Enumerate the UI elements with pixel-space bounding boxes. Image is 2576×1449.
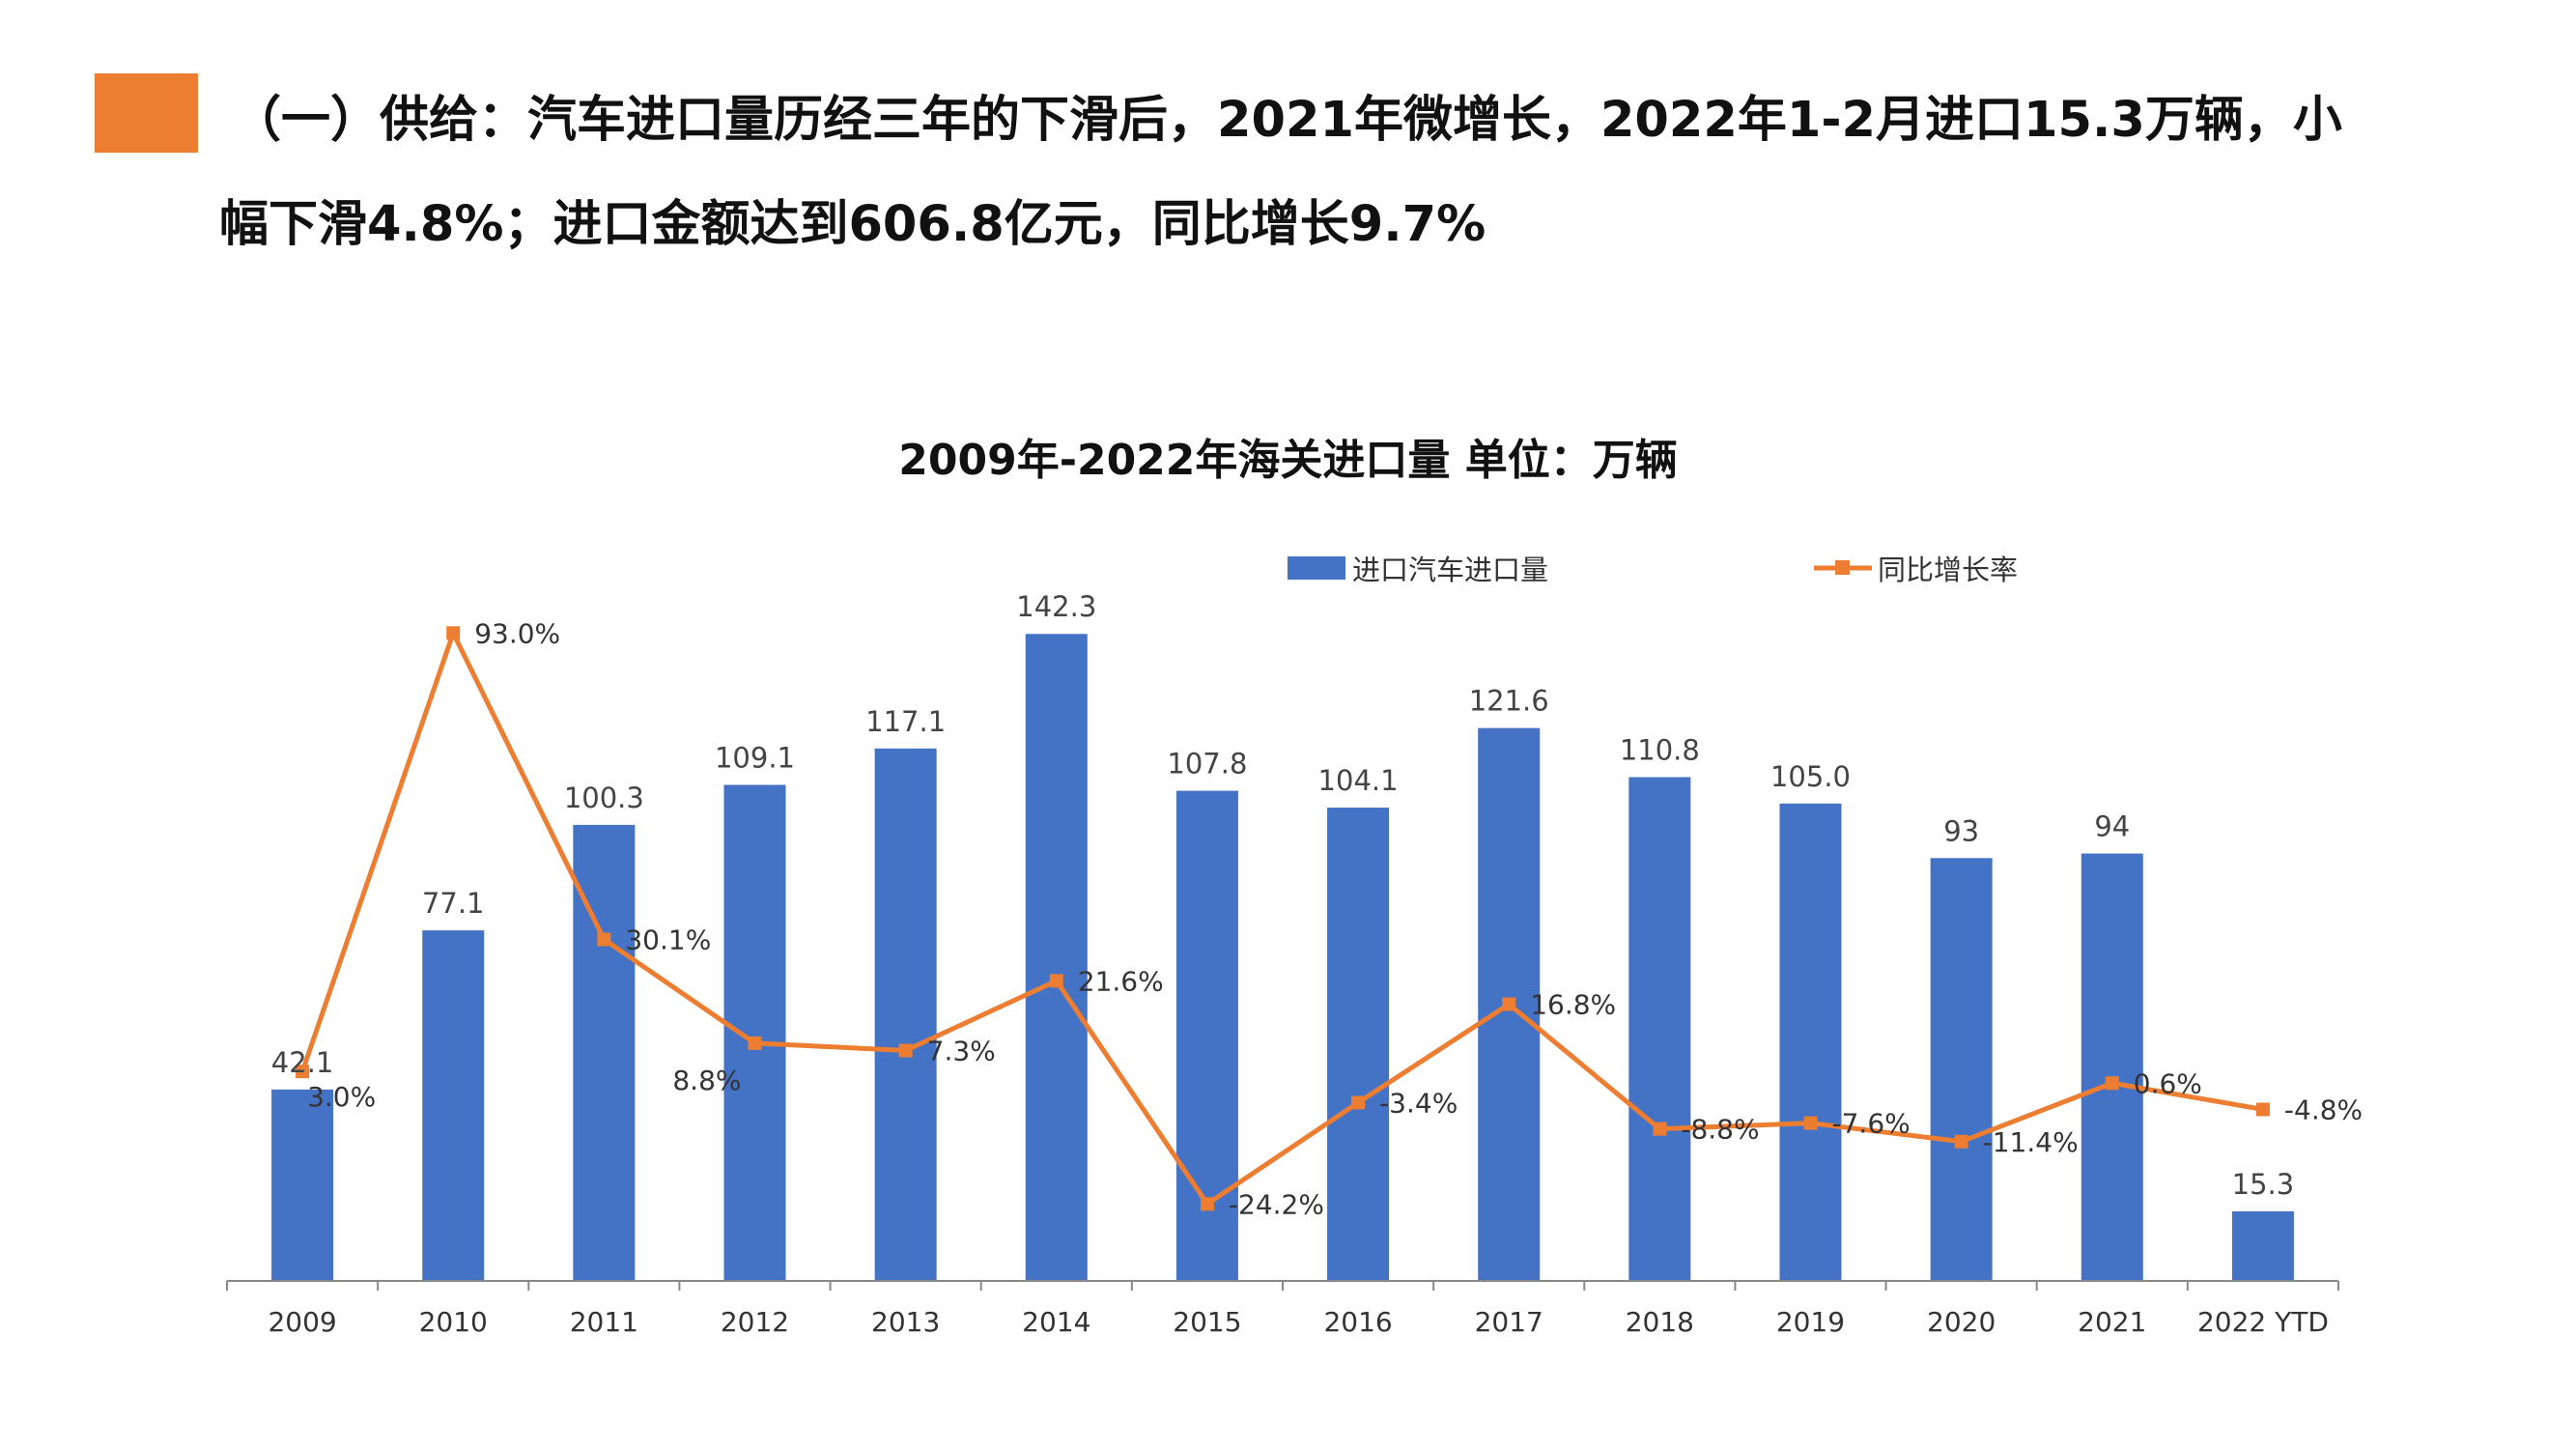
x-tick-label: 2009 xyxy=(268,1306,336,1338)
x-tick-label: 2014 xyxy=(1022,1306,1090,1338)
legend: 进口汽车进口量 同比增长率 xyxy=(1288,554,2018,586)
x-tick-label: 2015 xyxy=(1173,1306,1241,1338)
growth-marker-2013 xyxy=(898,1043,913,1058)
bar-value-label: 15.3 xyxy=(2232,1168,2295,1201)
growth-value-label: -8.8% xyxy=(1681,1114,1759,1146)
growth-marker-2010 xyxy=(446,626,461,640)
growth-value-label: -24.2% xyxy=(1229,1188,1324,1220)
bar-2013 xyxy=(874,748,937,1281)
x-tick-label: 2018 xyxy=(1626,1306,1694,1338)
growth-marker-2015 xyxy=(1200,1197,1214,1211)
growth-value-label: -11.4% xyxy=(1983,1126,2079,1158)
heading-line-1: （一）供给：汽车进口量历经三年的下滑后，2021年微增长，2022年1-2月进口… xyxy=(232,92,2342,149)
growth-value-label: 21.6% xyxy=(1078,965,1164,997)
x-axis: 2009 2010 2011 2012 2013 2014 2015 2016 2017 2018… xyxy=(226,1280,2339,1338)
x-tick-label: 2012 xyxy=(721,1306,789,1338)
growth-value-label: 93.0% xyxy=(474,617,560,649)
bar-value-label: 109.1 xyxy=(715,742,795,775)
growth-marker-2020 xyxy=(1954,1134,1968,1149)
legend-label-line: 同比增长率 xyxy=(1878,554,2018,586)
bar-value-label: 93 xyxy=(1943,814,1979,847)
bar-series xyxy=(271,634,2294,1281)
x-tick-label: 2013 xyxy=(871,1306,940,1338)
growth-line-series xyxy=(296,626,2270,1211)
growth-line xyxy=(299,630,2264,1207)
bar-2009 xyxy=(271,1089,334,1281)
bar-value-label: 105.0 xyxy=(1770,760,1851,793)
growth-value-label: 7.3% xyxy=(927,1035,996,1066)
legend-label-bar: 进口汽车进口量 xyxy=(1352,554,1548,586)
growth-marker-2014 xyxy=(1049,974,1063,988)
heading-accent-block xyxy=(95,73,198,153)
growth-value-label: -3.4% xyxy=(1379,1087,1458,1119)
bar-2019 xyxy=(1779,803,1842,1281)
growth-value-label: 3.0% xyxy=(307,1081,376,1113)
growth-marker-2021 xyxy=(2105,1076,2119,1091)
bar-2020 xyxy=(1930,858,1993,1281)
bar-value-label: 104.1 xyxy=(1318,764,1399,797)
bar-2012 xyxy=(723,784,786,1281)
bar-value-label: 94 xyxy=(2094,810,2130,843)
bar-value-label: 100.3 xyxy=(564,781,644,814)
data-labels: 42.1 77.1 100.3 109.1 117.1 142.3 107.8 104.1 12… xyxy=(271,590,2363,1220)
bar-value-label: 121.6 xyxy=(1469,685,1549,718)
legend-swatch-bar xyxy=(1288,556,1345,580)
growth-value-label: 0.6% xyxy=(2134,1067,2202,1099)
x-tick-label: 2010 xyxy=(419,1306,488,1338)
growth-marker-2022 YTD xyxy=(2255,1102,2270,1117)
bar-2010 xyxy=(422,930,485,1281)
growth-value-label: 16.8% xyxy=(1530,989,1616,1021)
growth-marker-2018 xyxy=(1653,1122,1667,1136)
bar-value-label: 110.8 xyxy=(1620,734,1700,767)
x-tick-label: 2017 xyxy=(1475,1306,1543,1338)
x-tick-label: 2016 xyxy=(1323,1306,1392,1338)
growth-marker-2012 xyxy=(748,1036,762,1050)
bar-2022 YTD xyxy=(2231,1210,2294,1281)
bar-value-label: 42.1 xyxy=(271,1046,334,1079)
growth-value-label: -7.6% xyxy=(1832,1108,1911,1140)
bar-2018 xyxy=(1628,777,1691,1281)
growth-marker-2017 xyxy=(1502,997,1516,1011)
x-tick-label: 2011 xyxy=(570,1306,638,1338)
heading-line-2: 幅下滑4.8%；进口金额达到606.8亿元，同比增长9.7% xyxy=(219,196,1486,253)
chart-title: 2009年-2022年海关进口量 单位：万辆 xyxy=(898,436,1678,485)
growth-value-label: 30.1% xyxy=(625,923,711,955)
growth-marker-2016 xyxy=(1351,1095,1366,1110)
bar-value-label: 77.1 xyxy=(422,887,485,920)
x-tick-label: 2022 YTD xyxy=(2197,1306,2329,1338)
x-tick-label: 2020 xyxy=(1927,1306,1996,1338)
growth-marker-2011 xyxy=(597,932,611,947)
bar-2016 xyxy=(1327,808,1390,1281)
bar-value-label: 107.8 xyxy=(1167,748,1247,781)
x-tick-label: 2021 xyxy=(2078,1306,2146,1338)
growth-marker-2009 xyxy=(296,1065,310,1079)
x-tick-label: 2019 xyxy=(1776,1306,1845,1338)
legend-swatch-marker xyxy=(1835,560,1850,575)
bar-2014 xyxy=(1025,634,1088,1281)
growth-value-label: -4.8% xyxy=(2284,1094,2363,1125)
growth-value-label: 8.8% xyxy=(672,1065,741,1096)
growth-marker-2019 xyxy=(1803,1116,1818,1130)
bar-value-label: 117.1 xyxy=(865,705,946,738)
bar-value-label: 142.3 xyxy=(1016,590,1096,623)
bar-2021 xyxy=(2081,853,2143,1281)
